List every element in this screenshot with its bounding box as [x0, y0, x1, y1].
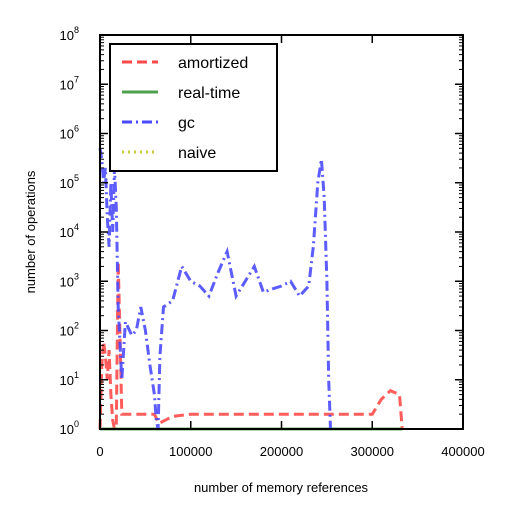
legend-label-amortized: amortized	[178, 55, 248, 72]
y-axis-label: number of operations	[23, 170, 38, 293]
x-tick-label: 300000	[351, 444, 394, 459]
x-tick-label: 100000	[169, 444, 212, 459]
x-tick-label: 0	[96, 444, 103, 459]
legend: amortized real-time gc naive	[109, 43, 278, 172]
y-tick-label: 101	[60, 370, 79, 388]
series-line-gc	[98, 148, 332, 430]
legend-label-naive: naive	[178, 145, 216, 162]
x-tick-label: 200000	[260, 444, 303, 459]
y-tick-label: 105	[60, 173, 79, 191]
y-tick-label: 107	[60, 74, 79, 92]
y-tick-label: 103	[60, 271, 79, 289]
y-tick-label: 102	[60, 321, 79, 339]
legend-label-gc: gc	[178, 115, 195, 132]
series-line-amortized	[98, 261, 404, 434]
y-tick-label: 108	[60, 25, 79, 43]
legend-label-real-time: real-time	[178, 85, 240, 102]
x-axis-label: number of memory references	[194, 480, 369, 495]
x-tick-label: 400000	[441, 444, 484, 459]
y-tick-label: 104	[60, 222, 79, 240]
legend-box	[109, 43, 278, 172]
y-tick-label: 100	[60, 419, 79, 437]
series-layer	[98, 148, 404, 434]
y-tick-label: 106	[60, 124, 79, 142]
